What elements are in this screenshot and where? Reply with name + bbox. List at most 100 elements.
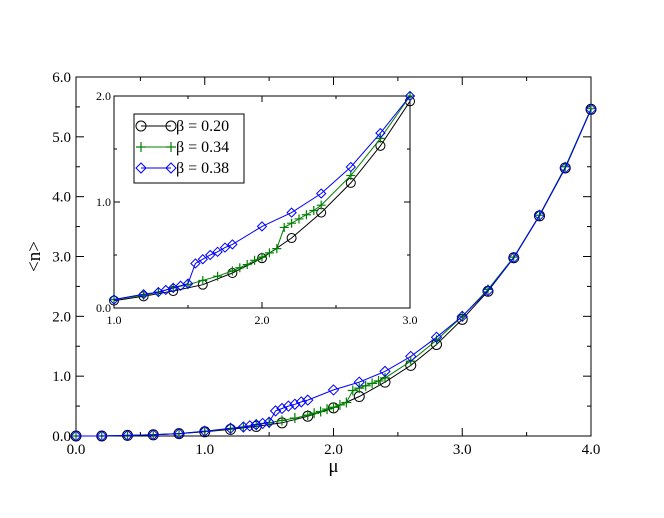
inset-data-point: [227, 239, 238, 250]
inset-data-point: [287, 218, 297, 228]
main-data-point: [147, 429, 159, 441]
main-y-tick-label: 2.0: [52, 309, 71, 325]
inset-data-point: [375, 127, 386, 139]
inset-data-point: [250, 255, 260, 265]
inset-data-point: [190, 258, 201, 269]
inset-data-point: [315, 188, 327, 199]
inset-data-point: [197, 254, 209, 265]
legend-marker: [136, 142, 146, 152]
legend-marker: [165, 120, 177, 132]
main-data-point: [250, 418, 262, 431]
inset-data-point: [264, 248, 274, 258]
inset-data-point: [204, 249, 216, 261]
main-x-tick-label: 3.0: [453, 442, 472, 458]
inset-data-point: [309, 205, 319, 215]
inset-series-1: [109, 91, 415, 305]
legend-label: β = 0.34: [176, 139, 229, 156]
main-data-point: [327, 384, 340, 396]
main-series-line: [76, 109, 592, 437]
legend-marker: [135, 162, 147, 174]
main-data-point: [121, 429, 134, 442]
main-x-tick-label: 4.0: [582, 442, 601, 458]
legend-entry: β = 0.34: [136, 139, 229, 156]
inset-data-point: [227, 266, 237, 276]
inset-data-point: [346, 171, 356, 180]
inset-data-point: [198, 275, 208, 285]
main-data-point: [373, 375, 384, 386]
inset-plot: 1.0 2.0 3.00.01.02.0β = 0.20β = 0.34β = 0.…: [96, 89, 418, 327]
main-data-point: [533, 209, 546, 221]
y-axis-label: <n>: [24, 241, 45, 272]
main-data-point: [341, 397, 352, 408]
main-data-point: [328, 402, 339, 413]
inset-data-point: [182, 278, 194, 289]
inset-data-point: [219, 242, 231, 253]
legend-entry: β = 0.20: [135, 118, 229, 135]
inset-y-tick-label: 1.0: [96, 195, 111, 209]
inset-data-point: [138, 289, 149, 300]
legend-marker: [135, 120, 147, 132]
main-data-point: [244, 420, 256, 432]
main-y-tick-label: 3.0: [52, 250, 71, 266]
inset-data-point: [235, 263, 245, 273]
main-y-tick-label: 4.0: [52, 190, 71, 206]
main-data-point: [276, 402, 288, 415]
main-data-point: [277, 415, 287, 426]
main-data-point: [70, 430, 82, 442]
main-data-point: [295, 396, 308, 408]
main-x-tick-label: 2.0: [324, 442, 343, 458]
main-data-point: [430, 331, 443, 343]
inset-data-point: [316, 200, 326, 210]
inset-data-point: [242, 260, 252, 270]
main-data-point: [199, 425, 211, 437]
main-data-point: [354, 383, 365, 394]
inset-data-point: [272, 244, 282, 254]
main-data-point: [302, 410, 313, 421]
main-data-point: [347, 385, 358, 396]
legend-marker: [165, 162, 177, 174]
main-data-point: [367, 378, 378, 389]
main-x-tick-label: 0.0: [67, 442, 86, 458]
main-y-tick-label: 0.0: [52, 429, 71, 445]
inset-data-point: [345, 161, 357, 173]
inset-data-point: [279, 222, 289, 232]
inset-data-point: [294, 214, 304, 224]
main-data-point: [237, 421, 250, 433]
inset-series-line: [113, 95, 411, 300]
main-data-point: [334, 399, 345, 410]
main-y-tick-label: 1.0: [52, 369, 71, 385]
inset-data-point: [375, 133, 385, 143]
main-data-point: [353, 376, 365, 388]
inset-data-point: [404, 90, 416, 102]
main-data-point: [456, 310, 468, 323]
legend-marker: [166, 142, 176, 152]
inset-data-point: [257, 252, 267, 262]
main-data-point: [482, 284, 494, 297]
inset-y-tick-label: 2.0: [96, 89, 111, 103]
inset-y-tick-label: 0.0: [96, 301, 111, 315]
inset-data-point: [286, 207, 297, 218]
inset-x-tick-label: 3.0: [403, 313, 418, 327]
main-data-point: [289, 398, 301, 410]
inset-series-2: [108, 90, 416, 305]
main-data-point: [586, 103, 596, 114]
main-data-point: [302, 394, 314, 406]
main-y-tick-label: 6.0: [52, 70, 71, 86]
main-x-tick-label: 1.0: [195, 442, 214, 458]
main-data-point: [379, 365, 391, 378]
x-axis-label: μ: [328, 456, 338, 477]
main-data-point: [559, 162, 571, 174]
main-y-tick-label: 5.0: [52, 130, 71, 146]
legend-label: β = 0.20: [176, 118, 229, 135]
inset-x-tick-label: 1.0: [107, 313, 122, 327]
main-data-point: [256, 417, 269, 430]
legend-entry: β = 0.38: [135, 160, 229, 177]
main-data-point: [96, 430, 108, 442]
main-data-point: [282, 400, 295, 412]
main-series-2: [70, 103, 597, 442]
main-data-point: [508, 251, 520, 264]
legend: β = 0.20 β = 0.34 β = 0.38: [133, 113, 245, 184]
inset-data-point: [109, 295, 119, 305]
